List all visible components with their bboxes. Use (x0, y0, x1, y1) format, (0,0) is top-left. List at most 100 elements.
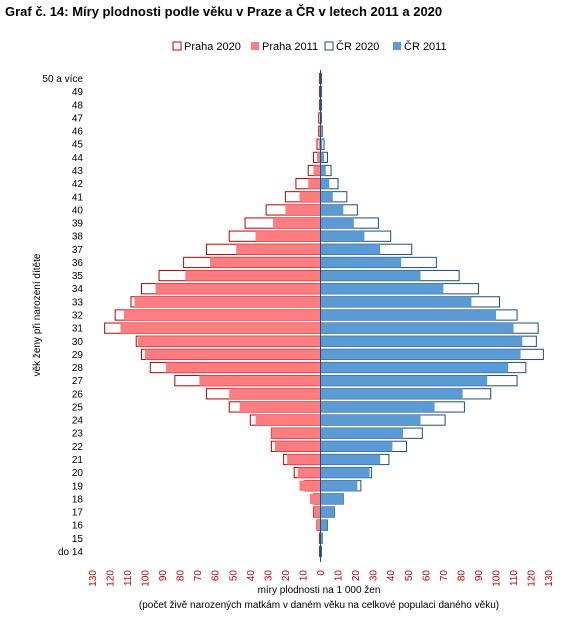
bar-cr-2011-34 (320, 520, 328, 531)
bar-praha-2011-9 (299, 191, 321, 202)
x-tick-label: 100 (141, 570, 152, 587)
bar-cr-2011-7 (320, 165, 326, 176)
bar-cr-2011-14 (320, 257, 402, 268)
x-axis-note: (počet živě narozených matkám v daném vě… (139, 600, 499, 611)
y-tick-label: 36 (72, 258, 84, 269)
bar-praha-2011-11 (273, 217, 321, 229)
y-tick-label: 20 (72, 468, 84, 479)
bar-cr-2011-15 (320, 270, 421, 281)
bar-cr-2011-10 (320, 204, 344, 216)
bar-cr-2011-18 (320, 309, 496, 321)
bar-praha-2011-22 (166, 362, 321, 373)
bar-praha-2011-31 (299, 480, 321, 491)
y-tick-label: 49 (72, 87, 84, 98)
y-tick-label: 30 (72, 337, 84, 348)
x-tick-label: 120 (105, 570, 116, 587)
y-tick-label: 41 (72, 192, 84, 203)
bar-cr-2011-19 (320, 323, 514, 334)
bar-praha-2011-26 (255, 414, 321, 426)
x-tick-label: 80 (176, 570, 187, 582)
x-tick-label: 60 (211, 570, 222, 582)
x-tick-label: 30 (369, 570, 380, 582)
y-tick-label: 28 (72, 363, 84, 374)
bar-praha-2011-28 (274, 441, 321, 452)
x-tick-label: 0 (316, 570, 327, 576)
x-tick-label: 70 (193, 570, 204, 582)
legend: Praha 2020 Praha 2011 ČR 2020 ČR 2011 (172, 40, 447, 53)
y-tick-label: 15 (72, 534, 84, 545)
bar-cr-2011-11 (320, 217, 354, 229)
x-tick-label: 50 (228, 570, 239, 582)
bar-praha-2011-5 (318, 139, 321, 150)
bar-praha-2011-33 (313, 506, 321, 518)
x-tick-label: 80 (456, 570, 467, 582)
legend-swatch-praha-2011 (251, 42, 259, 50)
bar-praha-2011-14 (209, 257, 321, 268)
bar-cr-2011-17 (320, 296, 472, 307)
x-tick-label: 100 (492, 570, 503, 587)
x-tick-label: 130 (88, 570, 99, 587)
y-tick-label: 23 (72, 429, 84, 440)
x-tick-label: 30 (263, 570, 274, 582)
legend-label-cr-2011: ČR 2011 (404, 40, 447, 53)
bar-praha-2011-27 (271, 428, 321, 439)
page-title: Graf č. 14: Míry plodnosti podle věku v … (5, 4, 443, 19)
y-tick-label: 22 (72, 442, 84, 453)
y-tick-label: 45 (72, 140, 84, 151)
bar-praha-2011-10 (285, 204, 321, 216)
bar-cr-2011-13 (320, 244, 381, 255)
y-tick-label: 24 (72, 416, 84, 427)
x-tick-label: 90 (474, 570, 485, 582)
y-tick-label: 34 (72, 284, 84, 295)
y-tick-label: 37 (72, 245, 84, 256)
legend-label-praha-2020: Praha 2020 (184, 41, 241, 53)
bars-layer (104, 72, 544, 558)
y-tick-label: 38 (72, 232, 84, 243)
y-tick-label: 25 (72, 402, 84, 413)
bar-cr-2011-30 (320, 467, 370, 478)
bar-cr-2011-6 (320, 152, 325, 163)
y-tick-label: 40 (72, 205, 84, 216)
bar-cr-2011-35 (320, 533, 323, 544)
bar-cr-2011-9 (320, 191, 333, 202)
y-tick-label: 33 (72, 297, 84, 308)
x-tick-label: 20 (351, 570, 362, 582)
y-tick-label: 46 (72, 127, 84, 138)
y-tick-label: 19 (72, 481, 84, 492)
y-tick-label: 48 (72, 100, 84, 111)
bar-praha-2011-6 (316, 152, 321, 163)
bar-praha-2011-17 (134, 296, 321, 307)
x-tick-label: 40 (386, 570, 397, 582)
y-tick-label: 43 (72, 166, 84, 177)
y-tick-label: 42 (72, 179, 84, 190)
bar-cr-2011-28 (320, 441, 393, 452)
bar-cr-2011-31 (320, 480, 358, 491)
y-axis-label: věk ženy při narození dítěte (32, 253, 43, 376)
bar-cr-2011-23 (320, 375, 488, 386)
x-tick-label: 70 (439, 570, 450, 582)
bar-praha-2011-8 (308, 178, 321, 189)
y-tick-label: 35 (72, 271, 84, 282)
bar-cr-2011-8 (320, 178, 330, 189)
y-tick-label: 26 (72, 389, 84, 400)
y-tick-label: 29 (72, 350, 84, 361)
bar-cr-2011-26 (320, 414, 421, 426)
bar-praha-2011-34 (316, 520, 321, 531)
y-tick-label: 21 (72, 455, 84, 466)
bar-cr-2011-24 (320, 388, 463, 399)
y-tick-label: do 14 (58, 547, 83, 558)
legend-swatch-cr-2020 (324, 41, 334, 51)
bar-praha-2011-23 (199, 375, 321, 386)
bar-cr-2011-29 (320, 454, 381, 465)
legend-swatch-cr-2011 (393, 42, 401, 50)
legend-label-cr-2020: ČR 2020 (336, 40, 379, 53)
x-tick-label: 110 (509, 570, 520, 586)
bar-praha-2011-12 (255, 231, 321, 242)
bar-cr-2011-21 (320, 349, 521, 360)
bar-cr-2011-32 (320, 493, 344, 505)
bar-cr-2011-20 (320, 336, 523, 347)
bar-praha-2011-24 (229, 388, 321, 399)
x-tick-label: 50 (404, 570, 415, 582)
bar-praha-2011-30 (297, 467, 321, 478)
